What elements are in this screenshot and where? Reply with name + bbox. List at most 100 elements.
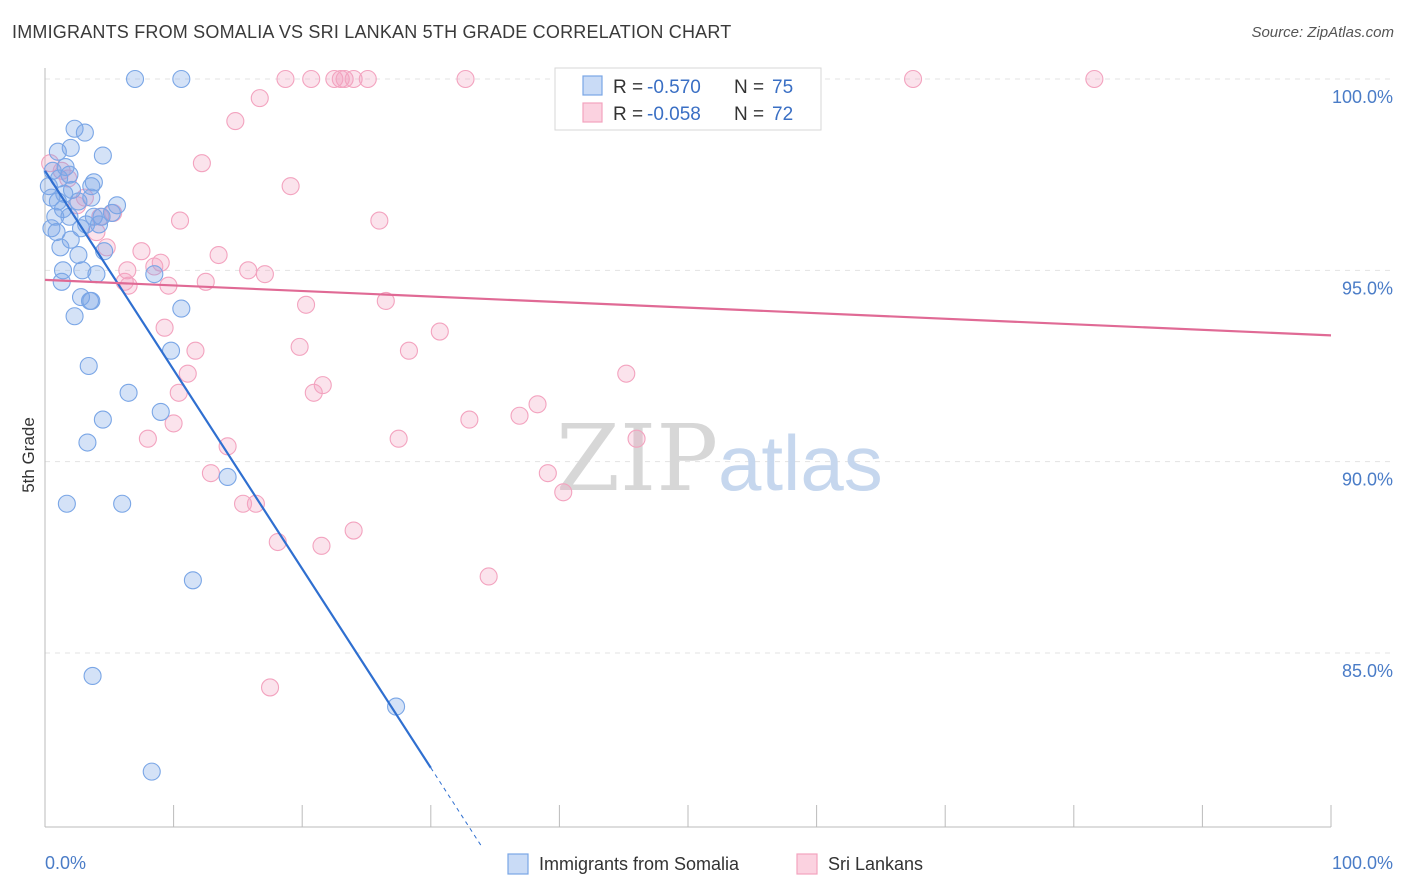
series-sri-lankans-points <box>41 69 1104 697</box>
point-somalia <box>75 123 94 142</box>
point-somalia <box>102 203 121 222</box>
point-srilankans <box>1085 69 1104 89</box>
point-srilankans <box>297 295 316 314</box>
point-srilankans <box>302 69 321 89</box>
point-somalia <box>218 467 237 487</box>
y-axis-title: 5th Grade <box>19 417 38 493</box>
point-srilankans <box>170 211 190 230</box>
point-srilankans <box>617 364 636 383</box>
point-somalia <box>93 410 112 429</box>
point-srilankans <box>260 678 280 697</box>
point-somalia <box>82 188 101 207</box>
point-srilankans <box>528 395 547 414</box>
y-tick-label: 100.0% <box>1332 87 1393 107</box>
trend-line-somalia-extension <box>430 767 483 848</box>
axes <box>44 68 1332 828</box>
point-srilankans <box>239 261 258 280</box>
grid-lines <box>45 78 1395 654</box>
bottom-legend-label-srilankans[interactable]: Sri Lankans <box>828 854 923 874</box>
point-srilankans <box>186 341 205 360</box>
y-tick-label: 85.0% <box>1342 661 1393 681</box>
trend-line-srilankans <box>44 278 1332 337</box>
point-somalia <box>119 383 138 402</box>
legend-r-label-srilankans: R = <box>613 104 643 125</box>
point-srilankans <box>370 211 389 230</box>
point-srilankans <box>255 265 274 284</box>
point-srilankans <box>209 245 228 265</box>
legend-r-label-somalia: R = <box>613 77 643 98</box>
watermark-zip: ZIP <box>556 405 718 512</box>
x-tick-label: 100.0% <box>1332 853 1393 873</box>
point-srilankans <box>376 291 395 310</box>
point-srilankans <box>312 536 331 555</box>
point-somalia <box>78 433 97 452</box>
point-srilankans <box>554 483 573 502</box>
trend-line-somalia <box>44 170 432 769</box>
point-srilankans <box>201 464 220 483</box>
legend-r-value-somalia: -0.570 <box>647 77 701 98</box>
point-srilankans <box>250 89 269 108</box>
point-srilankans <box>344 521 363 540</box>
point-somalia <box>89 215 109 234</box>
point-srilankans <box>132 242 151 261</box>
point-srilankans <box>479 567 498 586</box>
point-srilankans <box>430 322 449 341</box>
bottom-legend-swatch-srilankans[interactable] <box>796 853 818 875</box>
point-srilankans <box>155 318 174 337</box>
point-somalia <box>73 261 92 280</box>
point-srilankans <box>118 261 137 280</box>
point-srilankans <box>538 464 557 483</box>
point-srilankans <box>138 429 157 448</box>
point-srilankans <box>358 69 377 89</box>
point-srilankans <box>145 257 164 276</box>
point-srilankans <box>304 383 323 402</box>
point-somalia <box>47 223 66 242</box>
y-tick-label: 95.0% <box>1342 278 1393 298</box>
point-srilankans <box>192 154 211 173</box>
chart-title: IMMIGRANTS FROM SOMALIA VS SRI LANKAN 5T… <box>12 22 732 42</box>
source-label: Source: ZipAtlas.com <box>1251 24 1394 41</box>
point-srilankans <box>510 406 529 425</box>
legend-r-value-srilankans: -0.058 <box>647 104 701 125</box>
point-srilankans <box>281 177 300 196</box>
point-somalia <box>87 265 106 284</box>
point-somalia <box>71 288 91 307</box>
point-somalia <box>61 230 80 249</box>
series-somalia-points <box>39 69 406 781</box>
x-tick-label: 0.0% <box>45 853 86 873</box>
y-tick-label: 90.0% <box>1342 470 1393 490</box>
watermark-atlas: atlas <box>718 419 883 507</box>
legend-swatch-srilankans <box>582 102 603 123</box>
point-somalia <box>183 571 202 590</box>
point-somalia <box>125 69 145 89</box>
point-somalia <box>82 291 101 310</box>
point-somalia <box>60 165 79 184</box>
x-tick-labels: 0.0% 100.0% <box>45 853 1393 873</box>
bottom-legend-label-somalia[interactable]: Immigrants from Somalia <box>539 854 740 874</box>
point-somalia <box>151 402 170 421</box>
point-somalia <box>113 494 132 513</box>
point-somalia <box>84 173 103 192</box>
point-somalia <box>62 180 82 200</box>
point-srilankans <box>399 341 418 360</box>
point-srilankans <box>233 494 253 513</box>
point-somalia <box>83 666 102 686</box>
point-somalia <box>57 494 76 513</box>
point-somalia <box>53 261 73 280</box>
point-srilankans <box>290 337 309 356</box>
legend-n-value-somalia: 75 <box>772 77 793 98</box>
bottom-legend-swatch-somalia[interactable] <box>507 853 529 875</box>
point-srilankans <box>276 69 295 89</box>
legend-n-label-somalia: N = <box>734 77 764 98</box>
point-somalia <box>172 69 191 89</box>
legend-swatch-somalia <box>582 75 603 96</box>
correlation-legend: R = -0.570 N = 75 R = -0.058 N = 72 <box>554 67 822 131</box>
point-srilankans <box>164 414 183 433</box>
point-somalia <box>172 299 191 318</box>
point-srilankans <box>903 69 923 89</box>
point-srilankans <box>389 429 408 448</box>
point-somalia <box>48 142 67 161</box>
trend-lines <box>44 170 1332 848</box>
point-srilankans <box>331 69 350 89</box>
series-legend: Immigrants from Somalia Sri Lankans <box>507 853 923 875</box>
